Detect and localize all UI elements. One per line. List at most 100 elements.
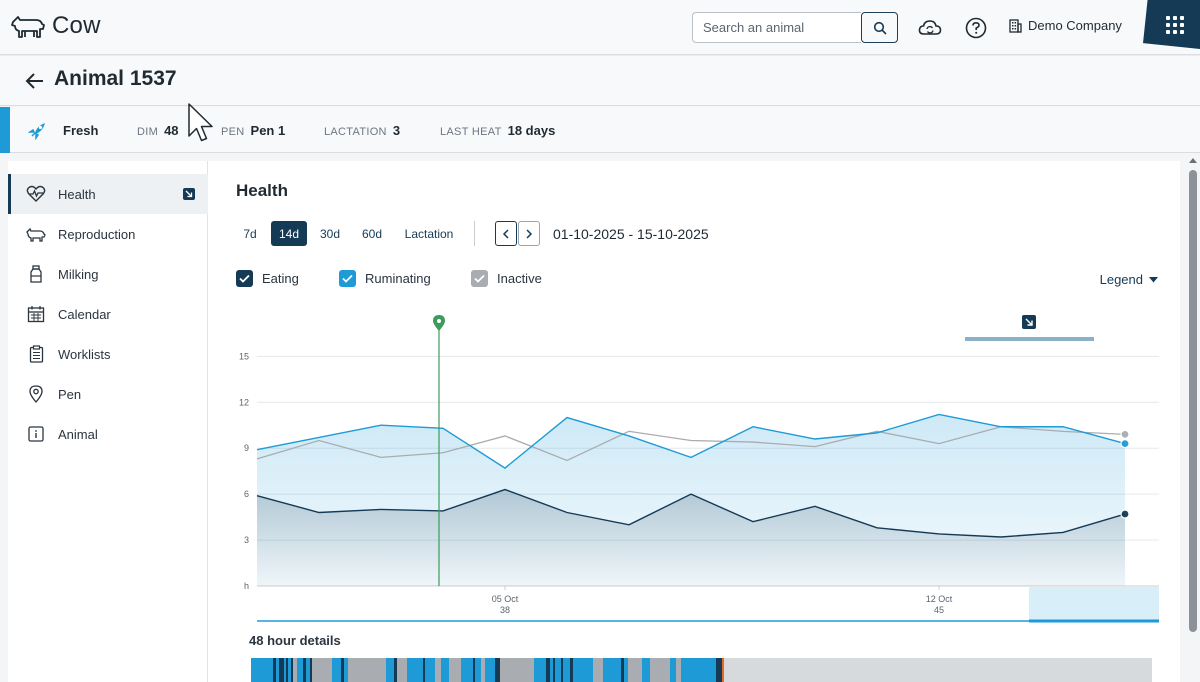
company-selector[interactable]: Demo Company (1009, 18, 1122, 33)
activity-segment (425, 658, 435, 682)
activity-segment (563, 658, 570, 682)
app-logo[interactable]: Cow (10, 12, 101, 40)
activity-segment (407, 658, 423, 682)
map-pin-icon (26, 384, 46, 404)
activity-segment (332, 658, 341, 682)
page-title: Animal 1537 (54, 67, 177, 90)
checkmark-icon (471, 270, 488, 287)
cow-logo-icon (11, 16, 45, 38)
sidebar-item-health[interactable]: Health (8, 174, 208, 214)
search-bar (692, 12, 898, 43)
activity-segment (473, 658, 475, 682)
inactive-checkbox[interactable]: Inactive (471, 270, 542, 287)
heart-pulse-icon (26, 184, 46, 204)
legend-dropdown[interactable]: Legend (1100, 272, 1158, 287)
scroll-up-arrow-icon[interactable] (1186, 156, 1200, 166)
activity-segment (441, 658, 449, 682)
chevron-left-icon (502, 228, 509, 239)
activity-segment (273, 658, 276, 682)
x-tick-date-label: 05 Oct (492, 594, 519, 604)
animal-status-strip: Fresh DIM 48 PEN Pen 1 LACTATION 3 LAST HEA… (0, 107, 1200, 153)
search-input[interactable] (692, 12, 861, 43)
back-arrow-icon[interactable] (24, 70, 46, 92)
status-accent-bar (0, 107, 10, 153)
sidebar-item-label: Animal (58, 426, 98, 442)
calendar-icon (26, 304, 46, 324)
activity-segment (676, 658, 681, 682)
y-tick-label: 15 (239, 351, 249, 361)
page-header: Animal 1537 (0, 56, 1200, 106)
activity-segment (495, 658, 500, 682)
sidebar-item-label: Calendar (58, 306, 111, 322)
activity-segment (303, 658, 306, 682)
activity-segment (628, 658, 642, 682)
main-panel: Health Reproduction Milking Calendar Wor… (8, 161, 1180, 682)
sidebar-item-worklists[interactable]: Worklists (8, 334, 208, 374)
apps-menu-button[interactable] (1143, 0, 1200, 49)
x-tick-dim-label: 45 (934, 605, 944, 615)
selection-handle-bar (965, 337, 1094, 341)
y-axis-unit-label: h (244, 581, 249, 591)
activity-segment (716, 658, 722, 682)
activity-segment (284, 658, 286, 682)
ruminating-checkbox[interactable]: Ruminating (339, 270, 431, 287)
help-button[interactable] (964, 16, 988, 40)
expand-arrow-icon[interactable] (183, 188, 195, 200)
activity-segment (550, 658, 553, 682)
sidebar-item-calendar[interactable]: Calendar (8, 294, 208, 334)
eating-checkbox[interactable]: Eating (236, 270, 299, 287)
range-30d-button[interactable]: 30d (319, 226, 341, 241)
cloud-sync-button[interactable] (918, 16, 942, 40)
page-scrollbar[interactable] (1186, 154, 1200, 682)
activity-segment (286, 658, 288, 682)
activity-segment (603, 658, 621, 682)
activity-segment (534, 658, 546, 682)
activity-segment (251, 658, 273, 682)
legend-label: Legend (1099, 272, 1143, 287)
sidebar-item-label: Pen (58, 386, 82, 402)
y-tick-label: 6 (244, 489, 249, 499)
activity-segment (394, 658, 397, 682)
checkbox-label: Inactive (497, 271, 542, 286)
activity-segment (624, 658, 628, 682)
ruminating-series-line (256, 413, 1126, 469)
activity-segment (553, 658, 555, 682)
activity-strip[interactable] (251, 658, 1152, 682)
previous-period-button[interactable] (495, 221, 517, 246)
activity-segment (500, 658, 534, 682)
activity-segment (310, 658, 312, 682)
sidebar-item-pen[interactable]: Pen (8, 374, 208, 414)
activity-segment (288, 658, 291, 682)
milk-bottle-icon (26, 264, 46, 284)
search-button[interactable] (861, 12, 898, 43)
top-bar: Cow Demo Company (0, 0, 1200, 55)
range-60d-button[interactable]: 60d (361, 226, 383, 241)
sidebar-item-reproduction[interactable]: Reproduction (8, 214, 208, 254)
selection-window (1029, 587, 1159, 622)
date-range-label: 01-10-2025 - 15-10-2025 (553, 226, 709, 242)
lactation-field: LACTATION 3 (324, 123, 401, 138)
activity-segment (570, 658, 573, 682)
activity-segment (297, 658, 303, 682)
range-7d-button[interactable]: 7d (243, 226, 257, 241)
next-period-button[interactable] (518, 221, 540, 246)
range-lactation-button[interactable]: Lactation (404, 226, 454, 241)
dim-field: DIM 48 (137, 123, 179, 138)
range-14d-button[interactable]: 14d (271, 221, 307, 246)
activity-segment (481, 658, 485, 682)
sidebar-item-animal[interactable]: Animal (8, 414, 208, 454)
activity-segment (561, 658, 563, 682)
range-divider (474, 221, 475, 246)
scroll-thumb[interactable] (1189, 170, 1197, 632)
activity-segment (344, 658, 348, 682)
last-heat-field: LAST HEAT 18 days (440, 123, 556, 138)
activity-segment (555, 658, 561, 682)
event-pin-dot (437, 319, 441, 323)
activity-segment (475, 658, 481, 682)
ruminating-end-point (1120, 438, 1130, 449)
activity-segment (348, 658, 386, 682)
sidebar-item-milking[interactable]: Milking (8, 254, 208, 294)
checkmark-icon (339, 270, 356, 287)
search-icon (873, 21, 887, 35)
